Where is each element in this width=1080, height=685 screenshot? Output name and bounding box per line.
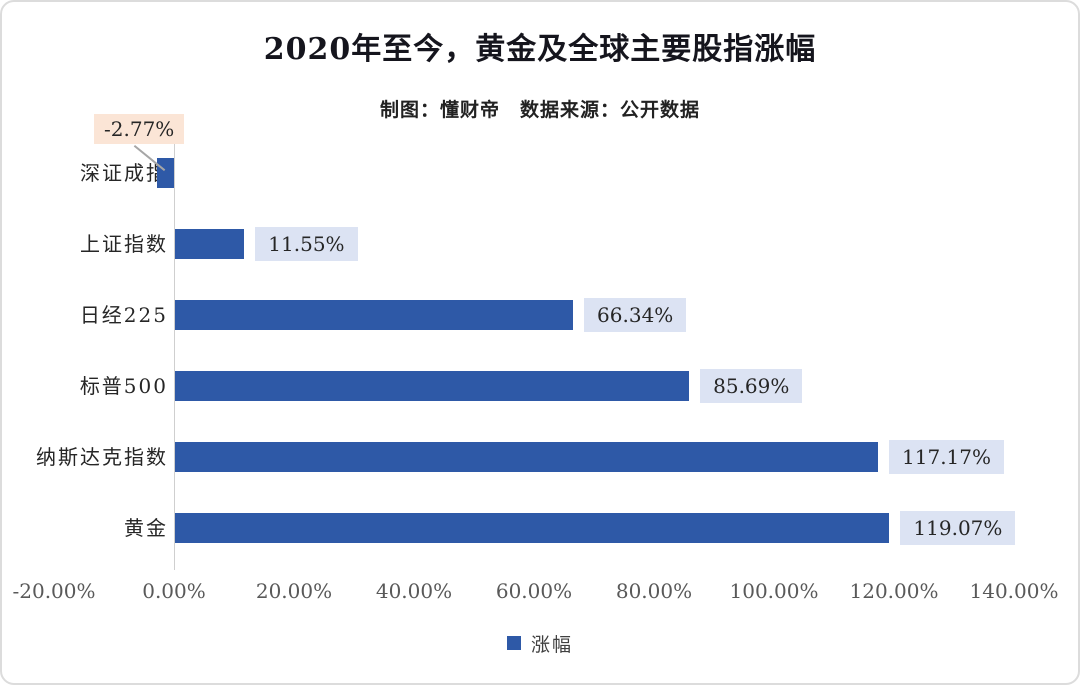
- x-axis-tick-label: 140.00%: [969, 579, 1059, 603]
- category-label: 标普500: [79, 373, 168, 398]
- x-axis-tick-label: 0.00%: [142, 579, 206, 603]
- x-axis-tick-label: 20.00%: [255, 579, 333, 603]
- x-axis-tick-label: 120.00%: [849, 579, 939, 603]
- bar: [175, 228, 245, 259]
- x-axis-tick-label: -20.00%: [12, 579, 96, 603]
- bar: [175, 441, 879, 472]
- bar-row: 日经225 66.34%: [2, 297, 1078, 332]
- chart-title: 2020年至今，黄金及全球主要股指涨幅: [263, 32, 817, 67]
- bar: [175, 299, 574, 330]
- bar-row: 深证成指: [2, 158, 1078, 188]
- value-label: 117.17%: [889, 439, 1004, 474]
- bar-row: 黄金 119.07%: [2, 510, 1078, 545]
- bar: [175, 370, 690, 401]
- bar-row: 上证指数 11.55%: [2, 226, 1078, 261]
- x-axis-tick-label: 60.00%: [495, 579, 573, 603]
- x-axis-tick-label: 80.00%: [615, 579, 693, 603]
- x-axis-tick-label: 100.00%: [729, 579, 819, 603]
- category-label: 黄金: [124, 515, 168, 540]
- category-label: 纳斯达克指数: [36, 444, 168, 469]
- category-label: 深证成指: [80, 161, 168, 185]
- bar: [175, 512, 890, 543]
- bar-row: 标普500 85.69%: [2, 368, 1078, 403]
- zero-axis-line: [174, 134, 175, 570]
- value-label: 66.34%: [584, 297, 687, 332]
- category-label: 上证指数: [80, 231, 168, 256]
- legend-swatch: [506, 636, 521, 650]
- value-label: 119.07%: [900, 510, 1016, 545]
- legend-label: 涨幅: [530, 633, 573, 656]
- bar-row: 纳斯达克指数 117.17%: [2, 439, 1078, 474]
- chart-subtitle: 制图：懂财帝 数据来源：公开数据: [379, 99, 700, 121]
- chart-legend: 涨幅: [2, 631, 1078, 656]
- bar: [157, 158, 174, 188]
- negative-value-callout: -2.77%: [94, 114, 185, 144]
- x-axis-tick-label: 40.00%: [375, 579, 453, 603]
- category-label: 日经225: [79, 302, 168, 327]
- value-label: 85.69%: [700, 368, 803, 403]
- value-label: 11.55%: [255, 226, 358, 261]
